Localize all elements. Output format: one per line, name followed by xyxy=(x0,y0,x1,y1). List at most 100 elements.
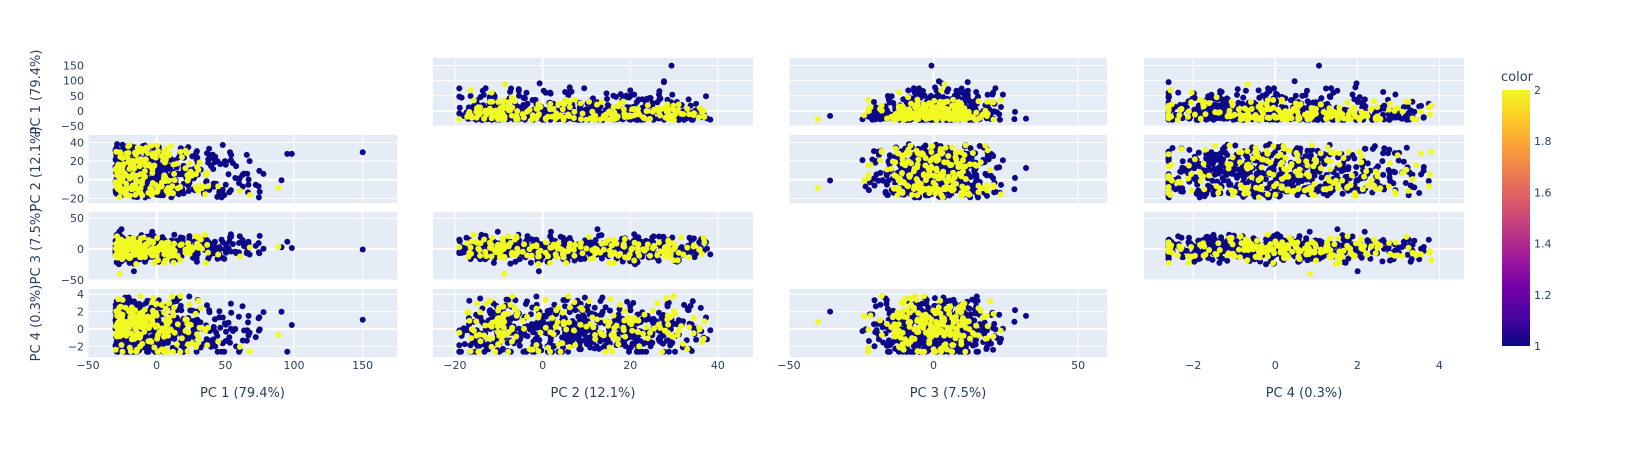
data-point xyxy=(141,250,148,257)
data-point xyxy=(892,145,899,152)
data-point xyxy=(911,183,918,190)
data-point xyxy=(926,115,933,121)
data-point xyxy=(1420,114,1427,121)
data-point xyxy=(1392,91,1399,98)
data-point xyxy=(1255,177,1262,184)
data-point xyxy=(124,155,131,162)
data-point xyxy=(1238,116,1245,122)
data-point xyxy=(643,108,650,115)
data-point xyxy=(656,88,663,95)
data-point xyxy=(1271,112,1278,119)
data-point xyxy=(933,87,940,94)
data-point xyxy=(1417,150,1424,157)
data-point xyxy=(275,184,282,191)
data-point xyxy=(1407,182,1414,189)
data-point xyxy=(871,182,878,189)
data-point xyxy=(202,231,209,238)
data-point xyxy=(1264,191,1271,198)
data-point xyxy=(899,153,906,160)
data-point xyxy=(170,259,177,266)
data-point xyxy=(901,180,907,186)
panel-2-0 xyxy=(87,212,397,281)
data-point xyxy=(693,100,700,107)
data-point xyxy=(1339,190,1346,197)
data-point xyxy=(684,105,691,112)
data-point xyxy=(1255,87,1262,94)
data-point xyxy=(1165,172,1172,179)
data-point xyxy=(1165,151,1172,158)
data-point xyxy=(1270,143,1277,150)
data-point xyxy=(920,151,927,158)
data-point xyxy=(1297,172,1304,179)
data-point xyxy=(1409,176,1416,183)
data-point xyxy=(939,105,946,112)
data-point xyxy=(1023,165,1029,171)
data-point xyxy=(1347,108,1354,115)
data-point xyxy=(613,115,620,122)
data-point xyxy=(144,150,151,156)
data-point xyxy=(151,162,158,169)
data-point xyxy=(1291,78,1298,85)
data-point xyxy=(620,106,627,113)
data-point xyxy=(218,236,225,243)
data-point xyxy=(1167,192,1174,198)
data-point xyxy=(1380,171,1387,178)
data-point xyxy=(246,158,253,165)
data-point xyxy=(963,88,970,95)
data-point xyxy=(284,238,291,245)
data-point xyxy=(507,88,514,95)
data-point xyxy=(594,101,600,108)
data-point xyxy=(565,111,572,118)
data-point xyxy=(1224,160,1231,167)
data-point xyxy=(861,112,868,119)
panel-1-0 xyxy=(87,135,397,203)
data-point xyxy=(125,150,132,156)
data-point xyxy=(126,253,133,260)
data-point xyxy=(657,95,664,102)
data-point xyxy=(171,240,178,247)
data-point xyxy=(137,159,144,166)
data-point xyxy=(1344,99,1351,106)
data-point xyxy=(456,116,463,123)
data-point xyxy=(932,108,939,115)
data-point xyxy=(984,110,991,117)
data-point xyxy=(1308,185,1315,192)
data-point xyxy=(1403,98,1410,105)
data-point xyxy=(1420,164,1427,170)
data-point xyxy=(610,92,617,99)
data-point xyxy=(1270,97,1277,103)
data-point xyxy=(1331,150,1338,156)
data-point xyxy=(1213,156,1220,163)
data-point xyxy=(1286,147,1293,154)
data-point xyxy=(1244,81,1251,88)
data-point xyxy=(647,115,653,122)
data-point xyxy=(1237,111,1243,118)
data-point xyxy=(814,184,821,191)
data-point xyxy=(566,99,573,106)
data-point xyxy=(926,170,933,177)
data-point xyxy=(139,177,146,184)
data-point xyxy=(232,248,239,255)
data-point xyxy=(1356,116,1363,123)
data-point xyxy=(1241,190,1248,197)
data-point xyxy=(1368,105,1375,112)
data-point xyxy=(223,158,229,165)
data-point xyxy=(899,170,905,176)
data-point xyxy=(570,115,577,121)
data-point xyxy=(532,96,539,103)
data-point xyxy=(958,149,965,156)
data-point xyxy=(969,114,976,121)
data-point xyxy=(1400,158,1407,165)
data-point xyxy=(814,116,821,122)
data-point xyxy=(174,253,181,260)
data-point xyxy=(1363,168,1370,175)
data-point xyxy=(861,177,868,184)
data-point xyxy=(483,107,490,114)
data-point xyxy=(1310,163,1317,170)
data-point xyxy=(603,90,610,97)
data-point xyxy=(158,179,165,186)
data-point xyxy=(979,111,986,118)
data-point xyxy=(1224,113,1231,120)
data-point xyxy=(167,143,174,150)
data-point xyxy=(1426,183,1433,190)
